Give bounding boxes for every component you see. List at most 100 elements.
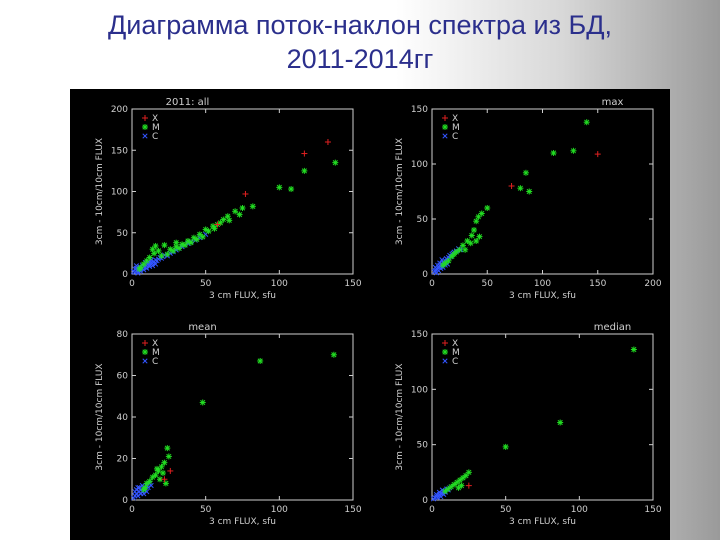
point-2-M-2 <box>550 150 557 156</box>
point-1-M-7 <box>232 208 239 215</box>
y-tick-label-4-1: 50 <box>417 441 429 451</box>
point-4-C-15 <box>435 495 441 501</box>
point-1-X-2 <box>301 150 308 157</box>
y-tick-label-3-4: 80 <box>117 330 129 340</box>
point-2-X-1 <box>594 151 601 158</box>
y-tick-label-3-3: 60 <box>117 372 129 382</box>
point-4-M-5 <box>459 474 466 481</box>
point-1-M-28 <box>176 245 183 252</box>
point-1-M-19 <box>161 242 168 249</box>
legend-label-1-M: M <box>152 123 160 133</box>
point-3-X-0 <box>161 476 168 483</box>
point-1-X-1 <box>214 221 221 228</box>
point-2-M-0 <box>583 119 590 126</box>
point-2-M-9 <box>473 218 480 225</box>
point-2-M-21 <box>462 246 469 253</box>
point-1-M-26 <box>164 251 171 258</box>
point-1-M-20 <box>155 247 162 254</box>
x-axis-label-4: 3 cm FLUX, sfu <box>509 517 576 527</box>
x-tick-label-4-1: 50 <box>500 505 512 515</box>
point-3-X-1 <box>167 467 174 474</box>
point-4-M-1 <box>557 419 564 426</box>
y-axis-label-2: 3cm - 10cm/10cm FLUX <box>395 138 405 245</box>
y-tick-label-2-0: 0 <box>422 270 428 280</box>
point-1-M-38 <box>152 242 159 249</box>
point-4-M-13 <box>455 484 462 491</box>
point-4-M-4 <box>462 472 469 479</box>
point-1-X-0 <box>242 190 249 197</box>
point-1-C-46 <box>132 266 138 272</box>
point-2-M-12 <box>464 238 471 244</box>
x-tick-label-4-3: 150 <box>644 505 661 515</box>
plot-frame-1 <box>131 108 354 275</box>
point-1-M-34 <box>211 225 218 232</box>
point-2-C-24 <box>437 260 443 266</box>
point-2-M-10 <box>470 227 477 233</box>
point-3-M-17 <box>159 470 166 477</box>
point-4-X-0 <box>465 482 472 489</box>
point-3-M-13 <box>140 486 147 493</box>
point-1-M-32 <box>199 233 206 240</box>
point-3-M-3 <box>164 445 171 452</box>
y-tick-label-1-4: 200 <box>111 105 128 115</box>
point-3-C-3 <box>135 493 141 499</box>
legend-label-1-C: C <box>152 132 158 142</box>
point-2-M-4 <box>517 185 524 192</box>
plot-title-2: max <box>602 97 624 108</box>
point-3-M-4 <box>165 453 172 460</box>
point-2-M-3 <box>522 169 529 176</box>
x-tick-label-3-1: 50 <box>200 505 212 515</box>
point-1-M-30 <box>187 239 194 246</box>
point-3-M-6 <box>158 463 165 470</box>
legend-marker-3-C <box>142 358 148 364</box>
x-tick-label-3-0: 0 <box>129 505 135 515</box>
legend-label-2-C: C <box>452 132 458 142</box>
x-tick-label-4-0: 0 <box>429 505 435 515</box>
point-4-C-16 <box>438 494 444 500</box>
point-1-M-4 <box>249 203 256 210</box>
legend-label-3-X: X <box>152 339 158 349</box>
point-2-M-13 <box>459 242 466 249</box>
x-tick-label-3-3: 150 <box>344 505 361 515</box>
point-2-M-24 <box>473 238 480 244</box>
legend-marker-2-M <box>442 124 448 130</box>
legend-label-4-C: C <box>452 357 458 367</box>
legend-marker-3-M <box>142 349 148 355</box>
point-1-C-44 <box>150 263 156 269</box>
x-axis-label-1: 3 cm FLUX, sfu <box>209 291 276 301</box>
point-1-M-1 <box>301 167 308 174</box>
x-tick-label-1-0: 0 <box>129 279 135 289</box>
point-1-C-42 <box>144 265 150 271</box>
point-3-M-14 <box>162 480 169 487</box>
point-1-M-2 <box>288 186 295 193</box>
y-tick-label-1-3: 150 <box>111 146 128 156</box>
point-3-C-16 <box>132 489 138 495</box>
point-1-M-0 <box>332 159 339 166</box>
point-4-M-0 <box>630 346 637 353</box>
x-axis-label-2: 3 cm FLUX, sfu <box>509 291 576 301</box>
x-tick-label-1-3: 150 <box>344 279 361 289</box>
point-2-M-6 <box>484 205 491 211</box>
x-tick-label-2-0: 0 <box>429 279 435 289</box>
legend-marker-2-X <box>442 115 448 121</box>
plot-title-4: median <box>594 322 632 333</box>
point-2-M-8 <box>475 213 482 220</box>
point-2-M-7 <box>478 210 485 217</box>
point-3-M-9 <box>149 474 156 481</box>
point-2-M-1 <box>570 147 577 154</box>
point-3-M-11 <box>143 480 150 487</box>
y-tick-label-1-2: 100 <box>111 188 128 198</box>
point-4-M-11 <box>442 488 449 495</box>
x-tick-label-3-2: 100 <box>271 505 288 515</box>
point-1-M-5 <box>236 211 243 218</box>
point-1-M-27 <box>170 247 177 254</box>
point-3-M-5 <box>161 459 168 466</box>
legend-marker-1-X <box>142 115 148 121</box>
point-2-M-20 <box>440 262 447 269</box>
legend-marker-4-X <box>442 340 448 346</box>
x-tick-label-2-4: 200 <box>644 279 661 289</box>
y-tick-label-3-0: 0 <box>122 496 128 506</box>
x-tick-label-1-1: 50 <box>200 279 212 289</box>
point-2-M-22 <box>467 240 474 247</box>
legend-marker-1-C <box>142 133 148 139</box>
